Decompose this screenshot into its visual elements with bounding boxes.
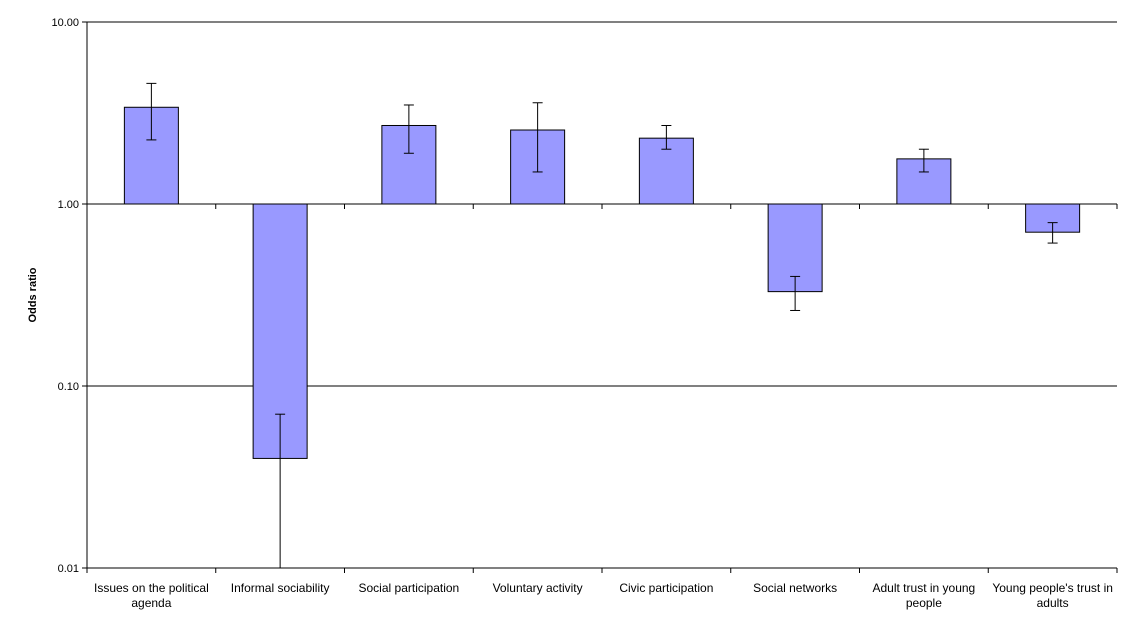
x-tick-label: Young people's trust in adults	[992, 581, 1113, 610]
error-bar	[918, 148, 929, 173]
error-bar	[661, 124, 672, 150]
x-tick-label-line: Issues on the political	[94, 581, 209, 595]
x-tick-label-line: adults	[1037, 596, 1069, 610]
x-tick-label: Adult trust in young people	[873, 581, 976, 610]
y-tick-label: 10.00	[51, 17, 79, 29]
x-tick-label: Voluntary activity	[493, 581, 583, 595]
x-tick-label-line: Young people's trust in	[992, 581, 1113, 595]
error-bar	[146, 82, 157, 141]
y-axis-label: Odds ratio	[27, 267, 39, 322]
error-bar	[275, 413, 286, 569]
y-tick-label: 1.00	[58, 199, 79, 211]
x-tick-label-line: people	[906, 596, 942, 610]
x-tick-label: Informal sociability	[231, 581, 330, 595]
x-tick-label-line: Adult trust in young	[873, 581, 976, 595]
x-tick-label: Issues on the political agenda	[94, 581, 209, 610]
error-bar	[790, 275, 801, 311]
y-tick-label: 0.01	[58, 563, 79, 575]
error-bar	[403, 104, 414, 154]
x-tick-label-line: agenda	[131, 596, 171, 610]
x-tick-label: Social networks	[753, 581, 837, 595]
x-tick-label: Civic participation	[619, 581, 713, 595]
x-tick-label: Social participation	[359, 581, 460, 595]
y-tick-label: 0.10	[58, 381, 79, 393]
error-bar	[532, 102, 543, 173]
error-bar	[1047, 222, 1058, 244]
